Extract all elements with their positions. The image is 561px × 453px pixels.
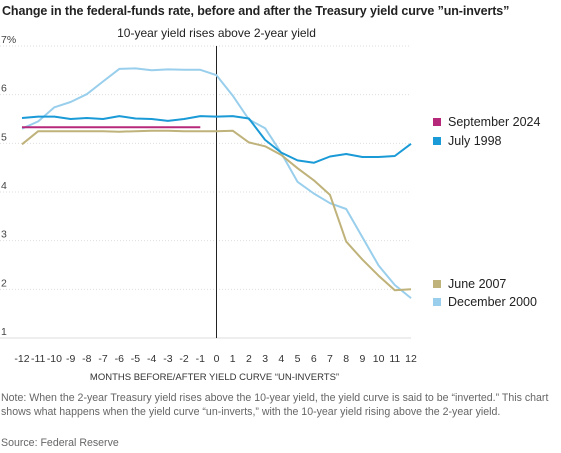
x-tick-label: -10 [47, 353, 62, 365]
y-tick-label: 1 [1, 326, 7, 338]
y-tick-label: 2 [1, 277, 7, 289]
x-tick-label: 4 [278, 353, 284, 365]
x-tick-label: 2 [246, 353, 252, 365]
x-tick-label: 6 [311, 353, 317, 365]
x-axis-label: MONTHS BEFORE/AFTER YIELD CURVE “UN-INVE… [90, 372, 339, 383]
x-tick-label: -12 [14, 353, 29, 365]
x-tick-label: -8 [82, 353, 91, 365]
y-tick-label: 5 [1, 131, 7, 143]
x-tick-label: 11 [389, 353, 400, 365]
x-tick-label: 10 [373, 353, 385, 365]
x-tick-label: 3 [262, 353, 268, 365]
legend-label: June 2007 [448, 277, 506, 291]
legend-label: July 1998 [448, 134, 502, 148]
y-tick-label: 4 [1, 180, 7, 192]
y-tick-label: 7% [1, 34, 16, 46]
x-tick-label: 0 [214, 353, 220, 365]
x-tick-label: -6 [115, 353, 124, 365]
x-tick-label: 8 [343, 353, 349, 365]
legend-label: December 2000 [448, 295, 537, 309]
legend-swatch [433, 137, 441, 145]
x-tick-label: -11 [31, 353, 46, 365]
y-tick-label: 6 [1, 83, 7, 95]
x-tick-label: 5 [295, 353, 301, 365]
series-line [21, 129, 412, 292]
inversion-annotation: 10-year yield rises above 2-year yield [117, 26, 316, 40]
x-tick-label: -7 [98, 353, 107, 365]
x-tick-label: -3 [163, 353, 172, 365]
chart-note: Note: When the 2-year Treasury yield ris… [1, 392, 549, 419]
chart-title: Change in the federal-funds rate, before… [2, 4, 510, 18]
x-tick-label: -2 [179, 353, 188, 365]
x-tick-label: 1 [230, 353, 236, 365]
x-tick-label: -9 [66, 353, 75, 365]
series-line [21, 115, 412, 164]
x-tick-label: -5 [131, 353, 140, 365]
legend-label: September 2024 [448, 115, 540, 129]
x-tick-label: 12 [405, 353, 417, 365]
x-tick-label: 7 [327, 353, 333, 365]
x-tick-label: 9 [359, 353, 365, 365]
series-line [21, 67, 412, 299]
legend-swatch [433, 118, 441, 126]
legend-swatch [433, 298, 441, 306]
legend-swatch [433, 280, 441, 288]
chart-source: Source: Federal Reserve [1, 437, 119, 449]
x-tick-label: -1 [196, 353, 205, 365]
x-tick-label: -4 [147, 353, 156, 365]
y-tick-label: 3 [1, 229, 7, 241]
